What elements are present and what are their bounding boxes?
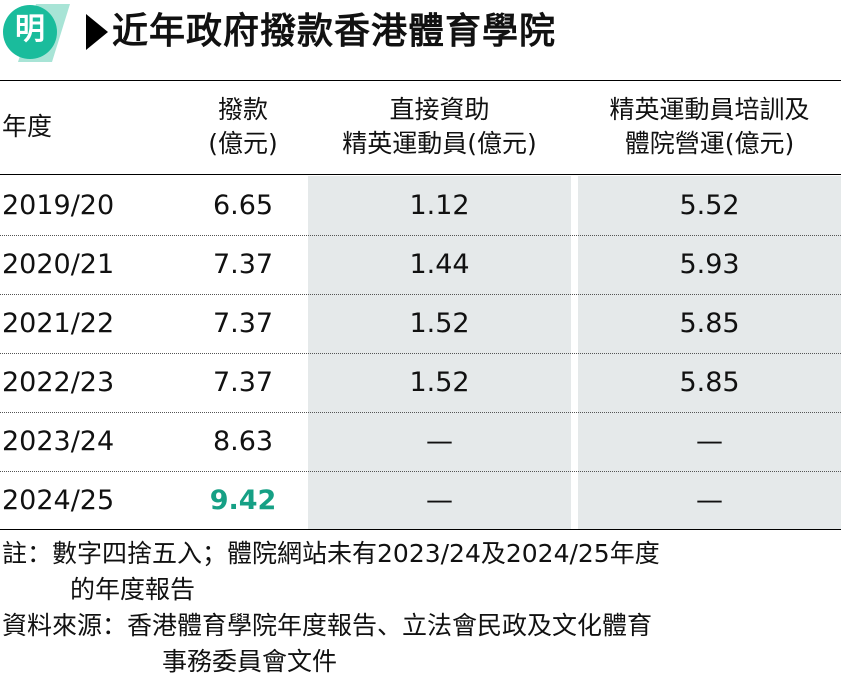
- table-row: 2021/22 7.37 1.52 5.85: [0, 294, 841, 353]
- cell-year: 2022/23: [2, 367, 115, 398]
- cell-direct: 1.52: [409, 308, 470, 339]
- cell-funding: 7.37: [212, 367, 274, 398]
- row-divider: [0, 412, 841, 413]
- row-divider: [0, 353, 841, 354]
- title-arrow-icon: [86, 14, 108, 50]
- source-line-2: 事務委員會文件: [162, 647, 338, 676]
- cell-training: —: [696, 485, 723, 516]
- source-line-1: 資料來源：香港體育學院年度報告、立法會民政及文化體育: [2, 611, 653, 640]
- table-row: 2022/23 7.37 1.52 5.85: [0, 353, 841, 412]
- cell-direct: —: [426, 426, 453, 457]
- cell-funding: 7.37: [212, 308, 274, 339]
- cell-funding: 8.63: [212, 426, 274, 457]
- table-row: 2023/24 8.63 — —: [0, 412, 841, 471]
- header-training-line-1: 精英運動員培訓及: [609, 95, 810, 124]
- header-funding-line-1: 撥款: [217, 95, 268, 124]
- row-divider: [0, 471, 841, 472]
- table-row: 2020/21 7.37 1.44 5.93: [0, 235, 841, 294]
- cell-training: 5.85: [679, 308, 740, 339]
- note-line-1: 註：數字四捨五入；體院網站未有2023/24及2024/25年度: [2, 539, 660, 568]
- cell-direct: 1.12: [409, 190, 470, 221]
- cell-funding: 6.65: [212, 190, 274, 221]
- table-bottom-rule: [0, 529, 841, 530]
- note-line-2: 的年度報告: [70, 575, 196, 604]
- cell-direct: 1.52: [409, 367, 470, 398]
- cell-funding: 7.37: [212, 249, 274, 280]
- logo-character: 明: [15, 12, 45, 47]
- cell-direct: 1.44: [409, 249, 470, 280]
- table-row: 2024/25 9.42 — —: [0, 471, 841, 530]
- header-direct: 直接資助 精英運動員(億元): [308, 80, 571, 174]
- funding-table: 年度 撥款 (億元) 直接資助 精英運動員(億元) 精英運動員培訓及 體院營運(…: [0, 80, 841, 530]
- table-header-rule: [0, 174, 841, 175]
- ming-pao-logo-icon: [3, 4, 70, 62]
- header-funding-line-2: (億元): [208, 129, 278, 158]
- notes: 註：數字四捨五入；體院網站未有2023/24及2024/25年度 的年度報告 資…: [2, 536, 838, 680]
- header-year-line-1: 年度: [2, 112, 53, 141]
- cell-training: 5.85: [679, 367, 740, 398]
- header: 明 近年政府撥款香港體育學院: [0, 0, 841, 70]
- cell-year: 2021/22: [2, 308, 115, 339]
- header-training-line-2: 體院營運(億元): [624, 129, 795, 158]
- cell-year: 2020/21: [2, 249, 115, 280]
- cell-funding: 9.42: [209, 485, 277, 516]
- table-row: 2019/20 6.65 1.12 5.52: [0, 176, 841, 235]
- header-funding: 撥款 (億元): [184, 80, 302, 174]
- header-direct-line-2: 精英運動員(億元): [342, 129, 537, 158]
- row-divider: [0, 235, 841, 236]
- header-year: 年度: [2, 80, 122, 174]
- table-top-rule: [0, 80, 841, 81]
- cell-year: 2019/20: [2, 190, 115, 221]
- page-title: 近年政府撥款香港體育學院: [112, 11, 557, 52]
- cell-direct: —: [426, 485, 453, 516]
- cell-training: 5.52: [679, 190, 740, 221]
- header-training: 精英運動員培訓及 體院營運(億元): [578, 80, 841, 174]
- cell-year: 2023/24: [2, 426, 115, 457]
- cell-training: 5.93: [679, 249, 740, 280]
- row-divider: [0, 294, 841, 295]
- cell-year: 2024/25: [2, 485, 115, 516]
- cell-training: —: [696, 426, 723, 457]
- header-direct-line-1: 直接資助: [389, 95, 490, 124]
